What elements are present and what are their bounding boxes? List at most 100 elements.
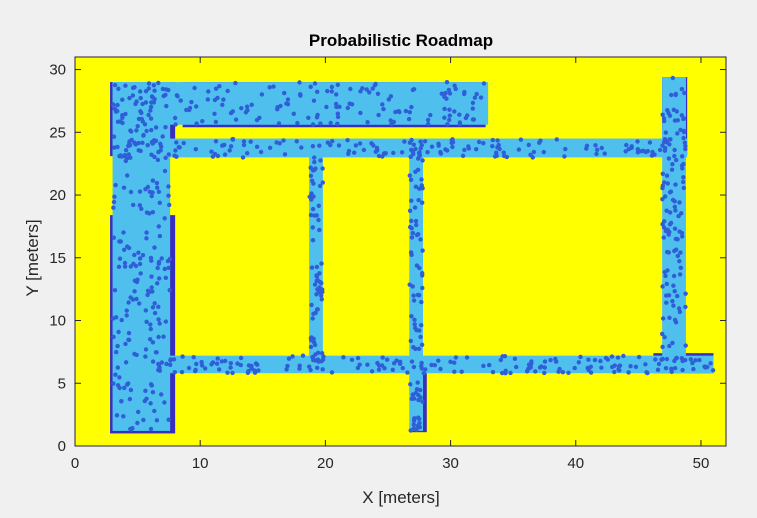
roadmap-node (562, 154, 567, 159)
roadmap-node (144, 230, 149, 235)
roadmap-node (192, 85, 197, 91)
roadmap-node (126, 330, 132, 336)
roadmap-node (148, 108, 153, 113)
roadmap-node (230, 137, 236, 142)
roadmap-node (194, 121, 199, 126)
roadmap-node (457, 120, 462, 125)
roadmap-node (155, 281, 160, 286)
roadmap-node (388, 94, 394, 99)
roadmap-node (111, 199, 117, 205)
roadmap-node (150, 390, 156, 395)
roadmap-node (672, 317, 678, 323)
x-tick-label: 10 (192, 455, 209, 472)
roadmap-node (149, 193, 154, 199)
roadmap-node (132, 85, 137, 90)
y-axis-label: Y [meters] (23, 219, 42, 296)
roadmap-node (121, 414, 126, 419)
roadmap-node (212, 97, 218, 103)
roadmap-node (122, 260, 128, 266)
roadmap-node (675, 293, 680, 299)
roadmap-node (680, 234, 685, 239)
roadmap-node (557, 366, 562, 372)
roadmap-node (257, 115, 262, 121)
roadmap-node (115, 108, 120, 114)
roadmap-node (136, 140, 141, 146)
roadmap-node (673, 91, 678, 97)
roadmap-node (355, 355, 361, 361)
roadmap-node (164, 361, 169, 367)
roadmap-node (636, 354, 642, 360)
roadmap-node (470, 106, 475, 111)
roadmap-node (381, 106, 386, 112)
roadmap-node (335, 82, 340, 88)
roadmap-node (417, 421, 422, 426)
roadmap-node (649, 153, 655, 158)
roadmap-node (249, 102, 254, 108)
roadmap-node (320, 367, 325, 372)
roadmap-node (136, 409, 141, 415)
roadmap-node (365, 120, 370, 125)
roadmap-node (319, 261, 324, 266)
roadmap-node (512, 356, 518, 361)
roadmap-node (126, 143, 131, 149)
roadmap-node (180, 354, 185, 359)
roadmap-node (476, 139, 482, 145)
roadmap-node (407, 208, 413, 213)
roadmap-node (314, 292, 319, 297)
roadmap-node (667, 142, 672, 147)
roadmap-node (420, 271, 425, 276)
x-tick-label: 40 (567, 455, 584, 472)
roadmap-node (411, 151, 416, 157)
roadmap-node (320, 180, 325, 185)
roadmap-node (334, 92, 339, 97)
roadmap-node (154, 180, 160, 186)
y-tick-label: 25 (49, 124, 66, 141)
roadmap-node (249, 363, 254, 369)
roadmap-node (539, 364, 544, 369)
roadmap-node (439, 91, 444, 96)
roadmap-node (420, 158, 425, 163)
roadmap-node (662, 137, 668, 142)
roadmap-node (683, 291, 688, 296)
roadmap-node (329, 370, 335, 375)
roadmap-node (405, 370, 410, 375)
roadmap-node (365, 362, 370, 367)
roadmap-node (209, 149, 214, 154)
y-tick-label: 5 (58, 375, 66, 392)
roadmap-node (135, 420, 140, 426)
roadmap-node (149, 285, 154, 290)
roadmap-node (152, 245, 157, 250)
roadmap-node (159, 256, 164, 261)
roadmap-node (400, 365, 405, 371)
roadmap-node (419, 366, 425, 371)
roadmap-node (375, 360, 380, 366)
roadmap-node (425, 150, 430, 155)
roadmap-node (314, 274, 320, 279)
roadmap-node (617, 363, 623, 368)
roadmap-node (438, 366, 443, 372)
roadmap-node (668, 220, 674, 226)
roadmap-node (144, 319, 149, 324)
roadmap-node (144, 236, 149, 241)
roadmap-node (418, 146, 423, 151)
roadmap-node (243, 110, 249, 115)
roadmap-node (672, 366, 678, 371)
roadmap-node (678, 265, 683, 270)
roadmap-node (156, 189, 162, 194)
roadmap-node (138, 95, 143, 101)
roadmap-node (140, 140, 145, 145)
roadmap-node (189, 99, 194, 105)
roadmap-node (307, 364, 312, 369)
roadmap-node (166, 184, 171, 189)
roadmap-node (616, 367, 621, 372)
roadmap-node (115, 119, 121, 125)
roadmap-node (113, 372, 118, 377)
roadmap-node (145, 143, 150, 148)
roadmap-node (667, 229, 672, 235)
roadmap-node (680, 367, 685, 373)
roadmap-node (670, 197, 676, 203)
roadmap-node (319, 280, 324, 286)
roadmap-node (122, 247, 127, 252)
roadmap-node (442, 106, 447, 112)
